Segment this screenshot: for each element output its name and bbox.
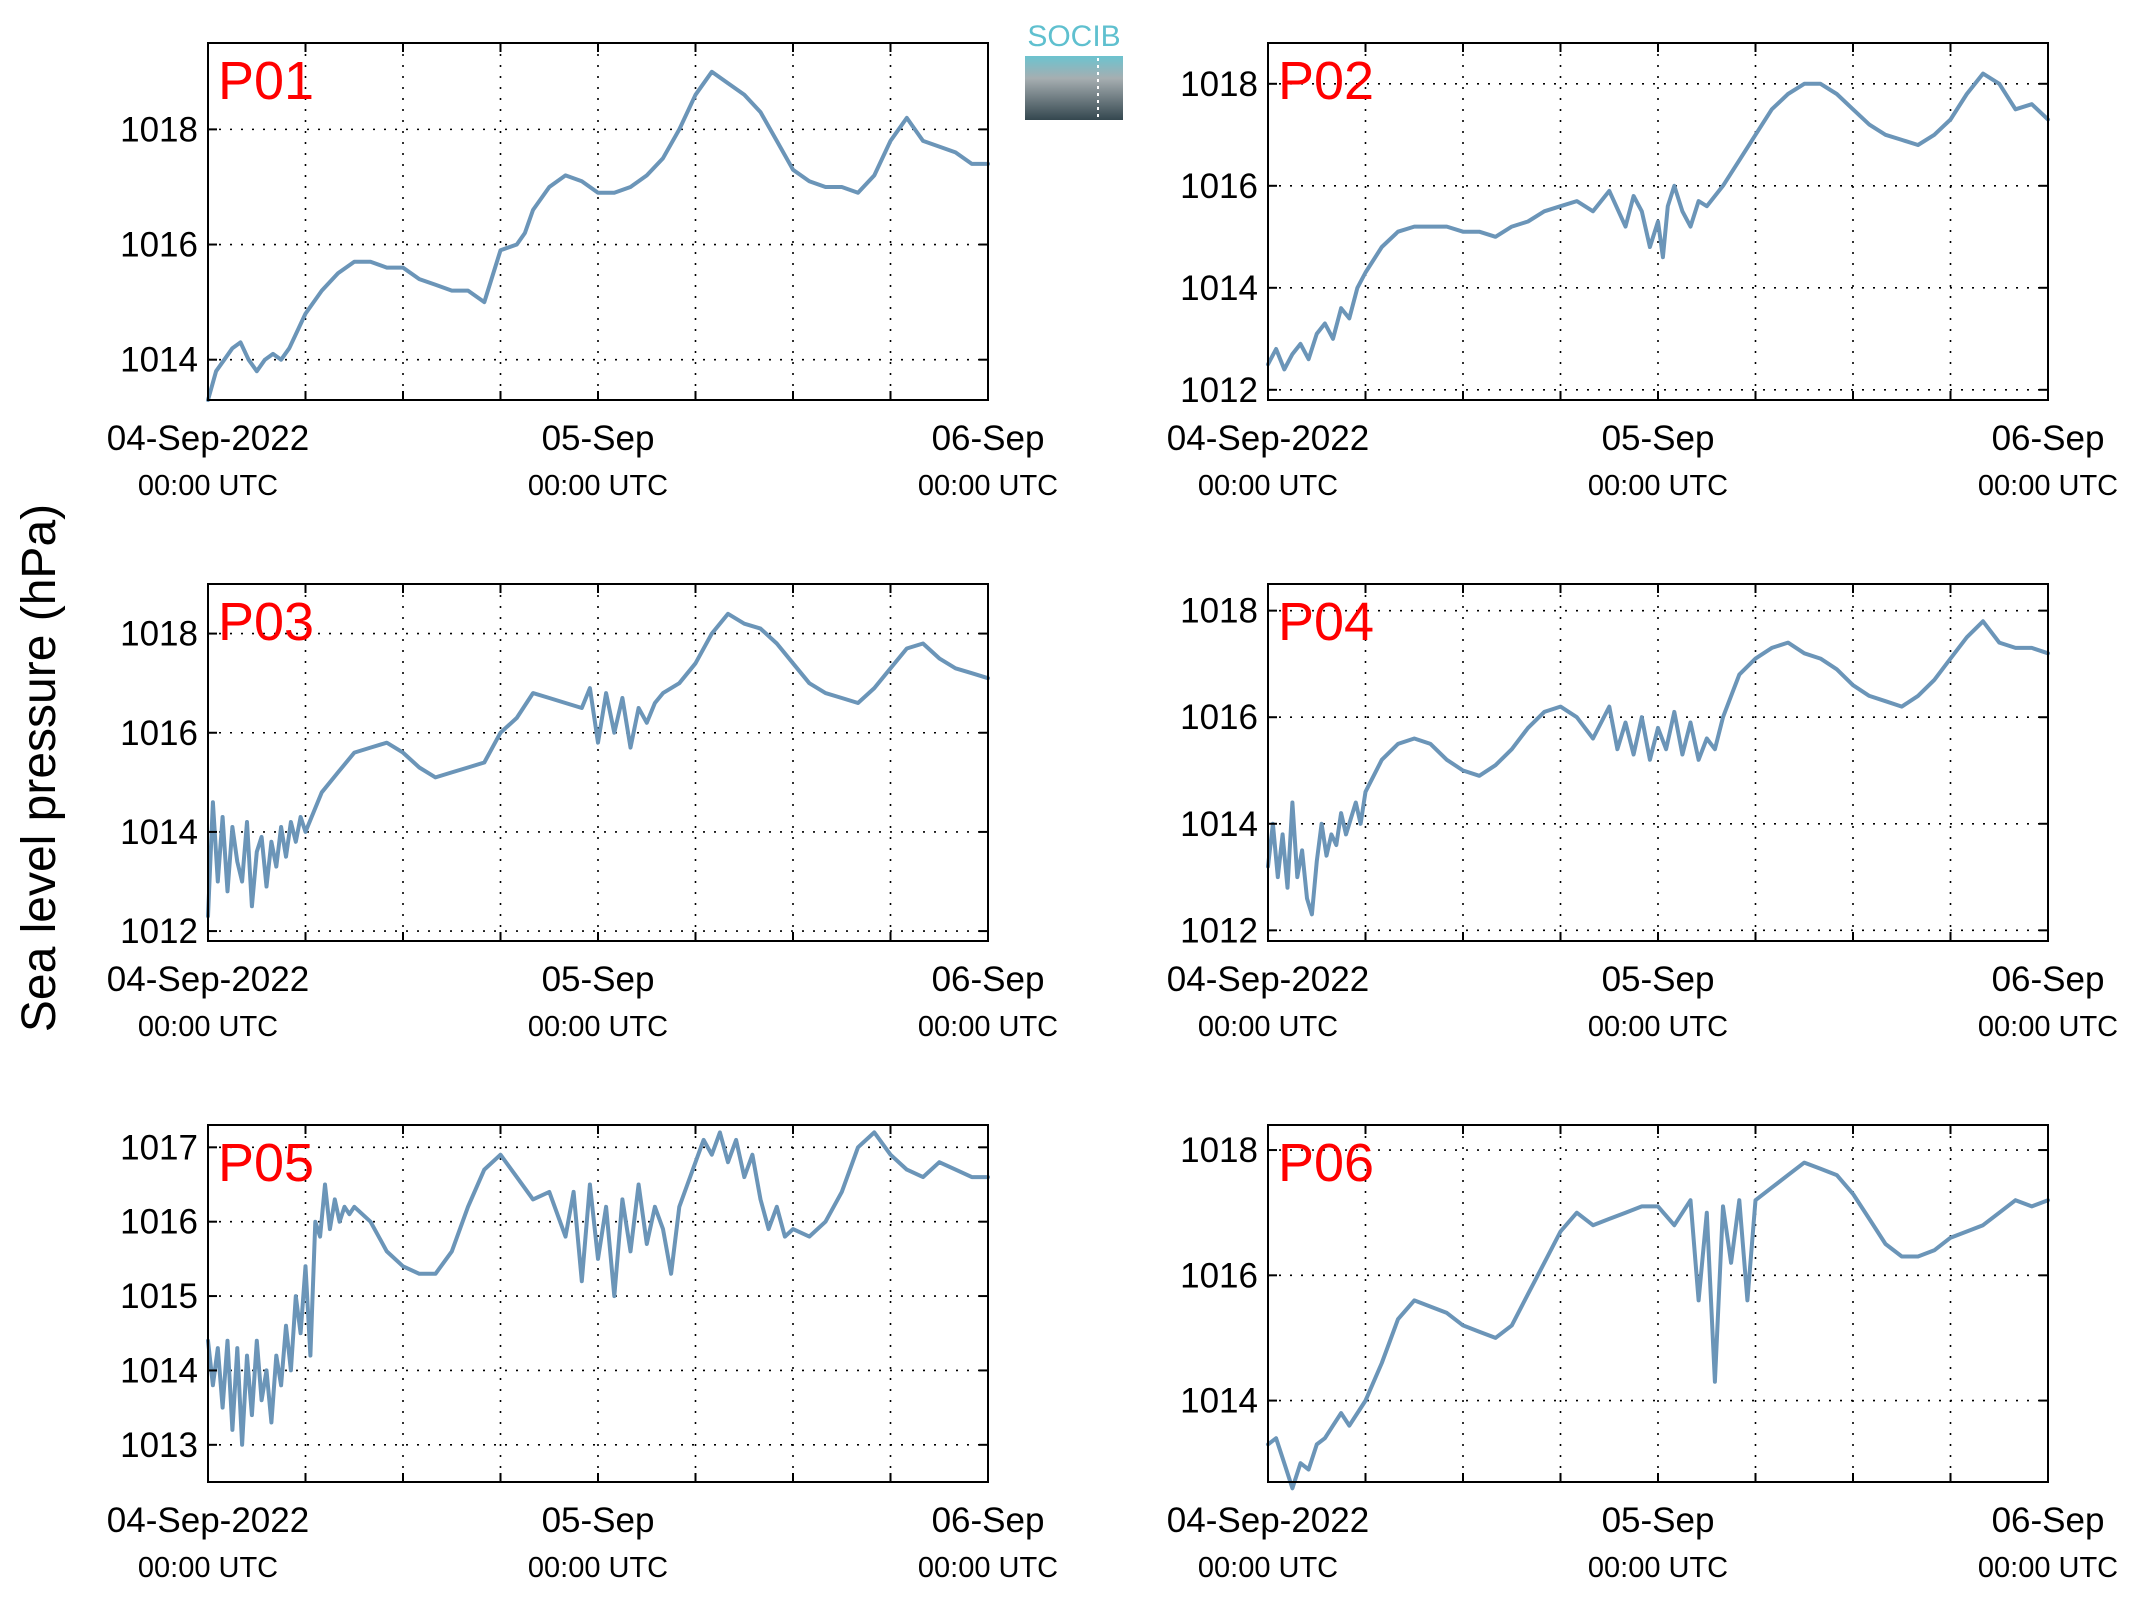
y-tick-label: 1015 <box>120 1277 198 1316</box>
plot-area <box>208 584 988 941</box>
series-line-p05 <box>206 1130 990 1447</box>
x-tick-sublabel: 00:00 UTC <box>138 470 278 502</box>
x-tick-label: 05-Sep <box>542 419 655 458</box>
x-tick-label: 04-Sep-2022 <box>1167 960 1369 999</box>
y-tick-label: 1016 <box>120 226 198 265</box>
x-tick-label: 06-Sep <box>1992 960 2105 999</box>
x-tick-sublabel: 00:00 UTC <box>1588 470 1728 502</box>
x-tick-label: 04-Sep-2022 <box>107 960 309 999</box>
series-line-p02 <box>1266 71 2050 372</box>
series-line-p06 <box>1266 1160 2050 1491</box>
panel-p06: 1014 1016 1018 04-Sep-2022 00:00 UTC 05-Sep 00… <box>1167 1124 2118 1584</box>
y-tick-label: 1017 <box>120 1128 198 1167</box>
y-tick-label: 1016 <box>1180 1256 1258 1295</box>
x-tick-label: 04-Sep-2022 <box>107 1501 309 1540</box>
y-axis-label: Sea level pressure (hPa) <box>13 504 66 1032</box>
x-tick-label: 06-Sep <box>932 419 1045 458</box>
series-line-p03 <box>206 611 990 919</box>
socib-logo: SOCIB <box>1025 20 1123 120</box>
x-tick-label: 05-Sep <box>1602 1501 1715 1540</box>
panel-p05: 1013 1014 1015 1016 1017 04-Sep-2022 00:00 UTC… <box>107 1124 1058 1584</box>
plot-area <box>208 1125 988 1482</box>
y-tick-label: 1014 <box>120 813 198 852</box>
x-tick-sublabel: 00:00 UTC <box>918 1011 1058 1043</box>
y-tick-label: 1018 <box>1180 65 1258 104</box>
y-tick-label: 1018 <box>1180 592 1258 631</box>
y-tick-label: 1016 <box>1180 167 1258 206</box>
panel-label: P05 <box>218 1133 314 1193</box>
x-tick-sublabel: 00:00 UTC <box>528 1552 668 1584</box>
x-tick-sublabel: 00:00 UTC <box>1978 1011 2118 1043</box>
y-tick-label: 1014 <box>1180 269 1258 308</box>
x-tick-sublabel: 00:00 UTC <box>1198 1011 1338 1043</box>
y-tick-label: 1013 <box>120 1426 198 1465</box>
x-tick-label: 05-Sep <box>542 960 655 999</box>
x-tick-label: 05-Sep <box>1602 419 1715 458</box>
y-tick-label: 1016 <box>120 1203 198 1242</box>
panel-p01: 1014 1016 1018 04-Sep-2022 00:00 UTC 05-Sep 00… <box>107 42 1058 502</box>
x-tick-sublabel: 00:00 UTC <box>1588 1552 1728 1584</box>
y-tick-label: 1012 <box>120 912 198 951</box>
x-tick-sublabel: 00:00 UTC <box>1198 470 1338 502</box>
panel-label: P06 <box>1278 1133 1374 1193</box>
x-tick-label: 06-Sep <box>1992 419 2105 458</box>
x-tick-sublabel: 00:00 UTC <box>918 470 1058 502</box>
y-tick-label: 1016 <box>120 714 198 753</box>
x-tick-sublabel: 00:00 UTC <box>138 1552 278 1584</box>
x-tick-label: 05-Sep <box>542 1501 655 1540</box>
panel-label: P02 <box>1278 51 1374 111</box>
y-tick-label: 1012 <box>1180 911 1258 950</box>
x-tick-sublabel: 00:00 UTC <box>138 1011 278 1043</box>
x-tick-label: 04-Sep-2022 <box>107 419 309 458</box>
plot-area <box>1268 584 2048 941</box>
x-tick-sublabel: 00:00 UTC <box>528 470 668 502</box>
x-tick-label: 04-Sep-2022 <box>1167 1501 1369 1540</box>
x-tick-sublabel: 00:00 UTC <box>1978 1552 2118 1584</box>
y-tick-label: 1016 <box>1180 698 1258 737</box>
logo-mark <box>1025 56 1123 120</box>
panel-p03: 1012 1014 1016 1018 04-Sep-2022 00:00 UTC 05-S… <box>107 583 1058 1043</box>
plot-area <box>208 43 988 400</box>
panel-p02: 1012 1014 1016 1018 04-Sep-2022 00:00 UTC 05-S… <box>1167 42 2118 502</box>
x-tick-sublabel: 00:00 UTC <box>918 1552 1058 1584</box>
panel-label: P04 <box>1278 592 1374 652</box>
x-tick-label: 04-Sep-2022 <box>1167 419 1369 458</box>
x-tick-label: 06-Sep <box>932 960 1045 999</box>
x-tick-label: 05-Sep <box>1602 960 1715 999</box>
y-tick-label: 1014 <box>120 341 198 380</box>
x-tick-label: 06-Sep <box>932 1501 1045 1540</box>
x-tick-label: 06-Sep <box>1992 1501 2105 1540</box>
logo-text: SOCIB <box>1027 20 1120 53</box>
panel-label: P03 <box>218 592 314 652</box>
x-tick-sublabel: 00:00 UTC <box>1978 470 2118 502</box>
series-line-p04 <box>1266 619 2050 917</box>
y-tick-label: 1012 <box>1180 371 1258 410</box>
y-tick-label: 1018 <box>1180 1131 1258 1170</box>
plot-area <box>1268 1125 2048 1482</box>
x-tick-sublabel: 00:00 UTC <box>1588 1011 1728 1043</box>
series-line-p01 <box>206 69 990 402</box>
x-tick-sublabel: 00:00 UTC <box>528 1011 668 1043</box>
y-tick-label: 1018 <box>120 110 198 149</box>
y-tick-label: 1014 <box>120 1351 198 1390</box>
panel-label: P01 <box>218 51 314 111</box>
x-tick-sublabel: 00:00 UTC <box>1198 1552 1338 1584</box>
y-tick-label: 1014 <box>1180 805 1258 844</box>
y-tick-label: 1014 <box>1180 1382 1258 1421</box>
y-tick-label: 1018 <box>120 615 198 654</box>
panel-p04: 1012 1014 1016 1018 04-Sep-2022 00:00 UTC 05-S… <box>1167 583 2118 1043</box>
